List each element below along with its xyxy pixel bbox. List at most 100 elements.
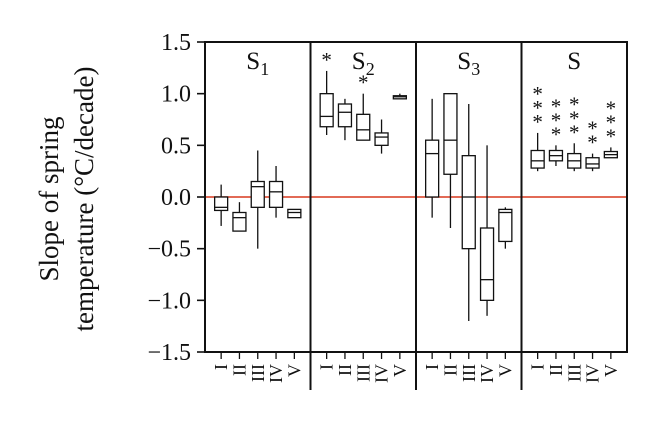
box-iqr [268,180,284,208]
box-IV: IV [266,166,286,383]
x-tick-label: IV [477,364,497,383]
y-tick-label: 0.0 [161,185,191,211]
y-tick-label: 1.0 [161,82,191,108]
panel-title: S2 [352,48,375,79]
box-iqr [287,208,302,219]
box-iqr [461,155,476,250]
x-tick-label: I [528,364,548,370]
x-tick-label: V [601,364,621,377]
box-iqr [213,196,229,212]
y-axis-ticks: 1.5 1.0 0.5 0.0 −0.5 −1.0 −1.5 [147,30,205,366]
panel-title-main: S [246,48,260,75]
box-V: ***V [601,96,621,377]
chart-panels: S1IIIIIIIVVS2*III*IIIIVVS3IIIIIIIVVS***I… [211,42,621,390]
box-III: III [248,150,268,382]
significance-star: * [569,92,580,116]
panel-4: S***I***II***III**IV***V [520,42,621,390]
y-axis-title: Slope of spring temperature (°C/decade) [34,67,99,332]
panel-title-subscript: 2 [366,59,375,79]
box-iqr [319,93,334,128]
box-iqr [530,149,545,169]
x-tick-label: V [390,364,410,377]
x-tick-label: II [440,364,460,376]
panel-title: S [567,48,581,75]
x-tick-label: III [459,364,479,382]
significance-star: * [606,110,617,134]
y-tick-label: 1.5 [161,30,191,56]
box-V: V [284,208,304,377]
y-tick-label: −1.5 [147,340,191,366]
significance-star: * [321,48,332,72]
x-tick-label: I [211,364,231,370]
panel-title-subscript: 3 [471,59,480,79]
box-II: II [335,98,355,376]
box-IV: ** IV [583,117,603,383]
significance-star: * [532,82,543,106]
box-iqr [498,208,513,243]
x-tick-label: I [317,364,337,370]
significance-star: * [569,106,580,130]
box-V: V [495,207,515,377]
significance-star: * [358,71,369,95]
significance-star: * [532,96,543,120]
y-tick-label: 0.5 [161,133,191,159]
box-II: ***II [546,94,566,376]
box-I: I [422,98,442,370]
plot-frame [204,41,628,353]
box-iqr [374,132,389,146]
panel-title-main: S [352,48,366,75]
box-III: * III [353,71,373,382]
x-tick-label: II [546,364,566,376]
box-I: I [211,184,231,370]
panel-title: S3 [457,48,480,79]
box-I: ***I [528,82,548,370]
box-iqr [356,113,371,141]
x-tick-label: II [229,364,249,376]
x-tick-label: II [335,364,355,376]
significance-star: * [569,120,580,144]
box-iqr [479,227,495,301]
x-tick-label: V [495,364,515,377]
box-II: II [440,93,460,376]
significance-star: * [551,94,562,118]
x-tick-label: IV [266,364,286,383]
y-axis-title-line-1: Slope of spring [34,117,64,282]
x-tick-label: IV [372,364,392,383]
x-tick-label: III [248,364,268,382]
panel-title-subscript: 1 [260,59,269,79]
significance-star: * [606,124,617,148]
x-tick-label: IV [583,364,603,383]
box-V: V [390,93,410,377]
box-III: ***III [564,92,584,382]
box-III: III [459,104,479,382]
x-tick-label: I [422,364,442,370]
significance-star: * [587,131,598,155]
significance-star: * [551,108,562,132]
x-tick-label: III [564,364,584,382]
y-tick-label: −1.0 [147,288,191,314]
box-IV: IV [477,145,497,383]
box-iqr [337,103,353,128]
significance-star: * [551,122,562,146]
box-iqr [424,139,440,198]
box-iqr [250,180,265,208]
panel-title-main: S [457,48,471,75]
box-II: II [229,202,249,376]
panel-title: S1 [246,48,269,79]
x-tick-label: III [353,364,373,382]
box-iqr [585,157,600,169]
significance-star: * [587,117,598,141]
box-iqr [232,211,247,232]
y-tick-label: −0.5 [147,237,191,263]
significance-star: * [532,110,543,134]
x-tick-label: V [284,364,304,377]
y-axis-title-line-2: temperature (°C/decade) [69,67,99,332]
panel-title-main: S [567,48,581,75]
box-I: *I [317,48,337,370]
box-IV: IV [372,119,392,383]
significance-star: * [606,96,617,120]
